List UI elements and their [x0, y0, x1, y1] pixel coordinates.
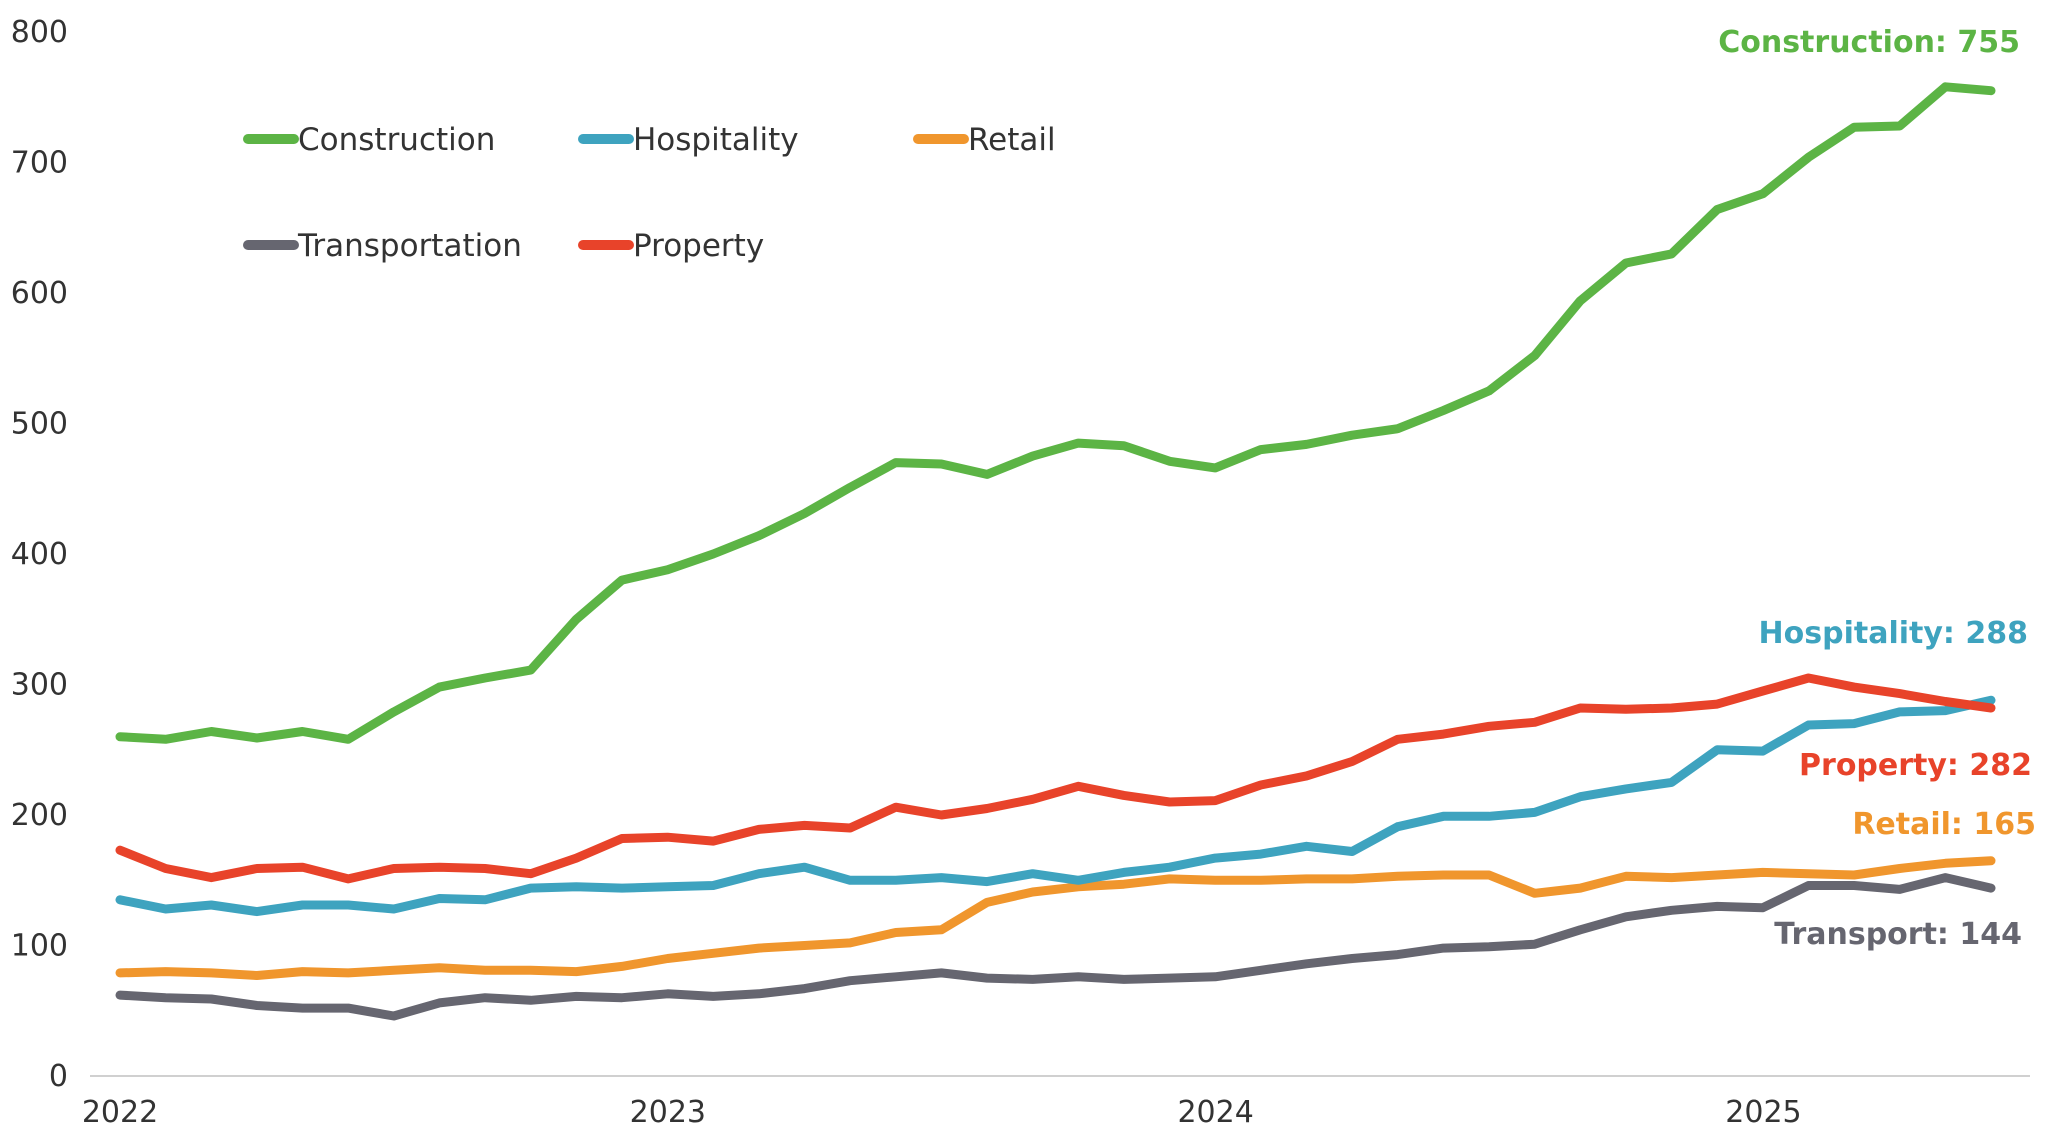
- y-tick-label: 600: [11, 276, 68, 311]
- series-line-construction: [115, 82, 1996, 744]
- end-label-transportation: Transport: 144: [1774, 917, 2022, 952]
- x-tick-label: 2025: [1725, 1095, 1801, 1130]
- end-label-retail: Retail: 165: [1852, 807, 2036, 842]
- legend-label: Hospitality: [633, 122, 799, 158]
- legend: Construction Hospitality Retail Transportat…: [243, 122, 1056, 264]
- y-tick-label: 700: [11, 146, 68, 181]
- series-lines: [115, 82, 1996, 1021]
- y-tick-label: 500: [11, 407, 68, 442]
- y-axis: 0 100 200 300 400 500 600 700 800: [11, 15, 68, 1094]
- end-label-hospitality: Hospitality: 288: [1759, 616, 2028, 651]
- end-label-property: Property: 282: [1799, 748, 2032, 783]
- legend-item-construction: Construction: [243, 122, 495, 158]
- legend-label: Construction: [298, 122, 495, 158]
- y-tick-label: 100: [11, 929, 68, 964]
- end-labels: Construction: 755 Hospitality: 288 Retail:…: [1718, 25, 2036, 952]
- series-line-transportation: [115, 873, 1996, 1021]
- legend-item-property: Property: [578, 228, 764, 264]
- y-tick-label: 300: [11, 668, 68, 703]
- end-label-construction: Construction: 755: [1718, 25, 2020, 60]
- x-tick-label: 2022: [82, 1095, 158, 1130]
- legend-item-transportation: Transportation: [243, 228, 522, 264]
- x-axis: 2022 2023 2024 2025: [82, 1075, 2030, 1130]
- legend-label: Retail: [968, 122, 1056, 158]
- y-tick-label: 200: [11, 798, 68, 833]
- series-line-property: [115, 673, 1996, 884]
- legend-label: Transportation: [297, 228, 522, 264]
- x-tick-label: 2023: [630, 1095, 706, 1130]
- y-tick-label: 0: [49, 1059, 68, 1094]
- y-tick-label: 400: [11, 537, 68, 572]
- series-line-hospitality: [115, 695, 1996, 917]
- legend-label: Property: [633, 228, 764, 264]
- legend-item-hospitality: Hospitality: [578, 122, 799, 158]
- x-tick-label: 2024: [1177, 1095, 1253, 1130]
- y-tick-label: 800: [11, 15, 68, 50]
- series-line-retail: [115, 856, 1996, 980]
- legend-item-retail: Retail: [913, 122, 1056, 158]
